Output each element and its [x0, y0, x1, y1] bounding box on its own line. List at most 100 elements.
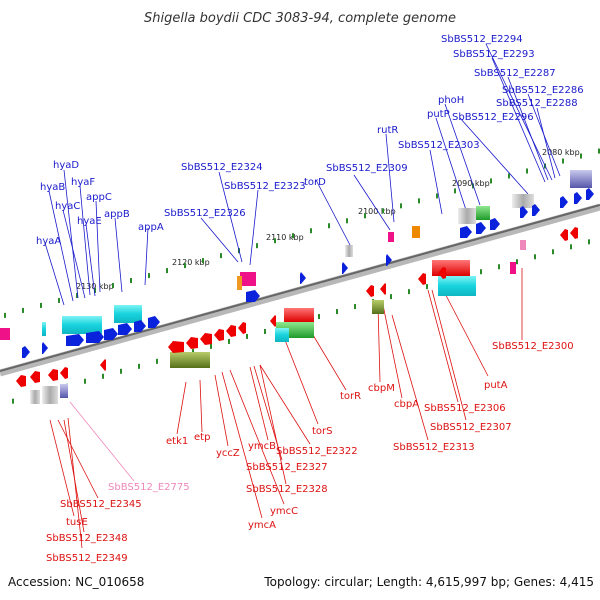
gene-arrow [214, 329, 224, 341]
gene-label: SbBS512_E2328 [246, 484, 328, 495]
tick-mark [562, 158, 564, 164]
gene-label: torR [340, 391, 361, 402]
gene-arrow [66, 334, 84, 346]
gene-box [170, 352, 210, 368]
tick-marks [4, 148, 600, 404]
gene-box [42, 322, 46, 336]
gene-label: SbBS512_E2322 [276, 446, 358, 457]
gene-label: cbpA [394, 399, 419, 410]
gene-box [275, 328, 289, 342]
gene-label: appC [86, 192, 112, 203]
tick-mark [156, 358, 158, 364]
reverse-leader-lines [49, 268, 523, 549]
tick-mark [40, 302, 42, 308]
gene-arrow [30, 371, 40, 383]
gene-label: SbBS512_E2294 [441, 34, 523, 45]
gene-arrow [86, 331, 104, 343]
gene-arrow [300, 272, 306, 284]
gene-arrow [186, 337, 198, 349]
gene-label: rutR [377, 125, 398, 136]
gene-label: putP [427, 109, 450, 120]
gene-label: hyaC [55, 201, 80, 212]
gene-box [412, 226, 420, 238]
tick-mark [418, 198, 420, 204]
tick-mark [76, 292, 78, 298]
gene-box [237, 276, 242, 290]
tick-mark [598, 148, 600, 154]
forward-labels: SbBS512_E2294 SbBS512_E2293 SbBS512_E228… [36, 34, 584, 247]
tick-mark [130, 278, 132, 284]
gene-box [388, 232, 394, 242]
gene-box [42, 386, 58, 404]
gene-arrow [238, 322, 246, 334]
tick-mark [318, 314, 320, 320]
gene-arrow [476, 222, 486, 234]
map-title: Shigella boydii CDC 3083-94, complete ge… [144, 11, 456, 26]
gene-label: etp [194, 432, 210, 443]
tick-mark [580, 153, 582, 159]
gene-label: SbBS512_E2286 [502, 85, 584, 96]
tick-mark [552, 249, 554, 255]
gene-arrow [16, 375, 26, 387]
gene-arrow [380, 283, 386, 295]
gene-arrow [342, 262, 348, 274]
gene-arrow [104, 328, 118, 340]
scale-tick-label: 2100 kbp [358, 207, 396, 216]
tick-mark [570, 244, 572, 250]
gene-arrow [22, 346, 30, 358]
gene-label: etk1 [166, 436, 188, 447]
gene-label: SbBS512_E2327 [246, 462, 328, 473]
forward-gene-features [0, 170, 592, 340]
pink-leader-lines [69, 401, 135, 482]
tick-mark [310, 228, 312, 234]
gene-box [520, 240, 526, 250]
tick-mark [408, 289, 410, 295]
tick-mark [354, 304, 356, 310]
gene-arrow [168, 341, 184, 353]
gene-arrow [148, 316, 160, 328]
gene-box [458, 208, 476, 224]
tick-mark [274, 238, 276, 244]
forward-gene-arrows [22, 188, 594, 358]
gene-box [432, 260, 470, 276]
tick-mark [4, 312, 6, 318]
tick-mark [112, 283, 114, 289]
gene-arrow [366, 285, 374, 297]
gene-label: SbBS512_E2324 [181, 162, 263, 173]
tick-mark [264, 328, 266, 334]
tick-mark [534, 254, 536, 260]
scale-tick-label: 2130 kbp [76, 282, 114, 291]
tick-mark [192, 348, 194, 354]
gene-arrow [460, 226, 472, 238]
gene-box [510, 262, 516, 274]
tick-mark [292, 233, 294, 239]
gene-arrow [134, 320, 146, 332]
gene-box [476, 206, 490, 220]
gene-box [60, 384, 68, 398]
gene-box [345, 245, 353, 257]
gene-label: SbBS512_E2288 [496, 98, 578, 109]
scale-tick-label: 2110 kbp [266, 233, 304, 242]
tick-mark [336, 309, 338, 315]
gene-label: torD [304, 177, 326, 188]
reverse-labels: SbBS512_E2300 putA SbBS512_E2306 SbBS512… [46, 341, 574, 564]
tick-mark [498, 264, 500, 270]
gene-label: putA [484, 380, 508, 391]
forward-leader-lines [44, 43, 561, 306]
gene-arrow [586, 188, 594, 200]
gene-arrow [226, 325, 236, 337]
gene-label: appA [138, 222, 164, 233]
gene-label: tusE [66, 517, 88, 528]
gene-label: cbpM [368, 383, 395, 394]
topology-text: Topology: circular; Length: 4,615,997 bp… [263, 575, 594, 589]
tick-mark [480, 269, 482, 275]
gene-label: ymcB [248, 441, 276, 452]
gene-arrow [418, 273, 426, 285]
tick-mark [22, 307, 24, 313]
tick-mark [220, 253, 222, 259]
scale-ticks: 2080 kbp 2090 kbp 2100 kbp 2110 kbp 2120… [76, 148, 580, 291]
gene-label: SbBS512_E2293 [453, 49, 535, 60]
gene-label: SbBS512_E2326 [164, 208, 246, 219]
gene-label: SbBS512_E2300 [492, 341, 574, 352]
